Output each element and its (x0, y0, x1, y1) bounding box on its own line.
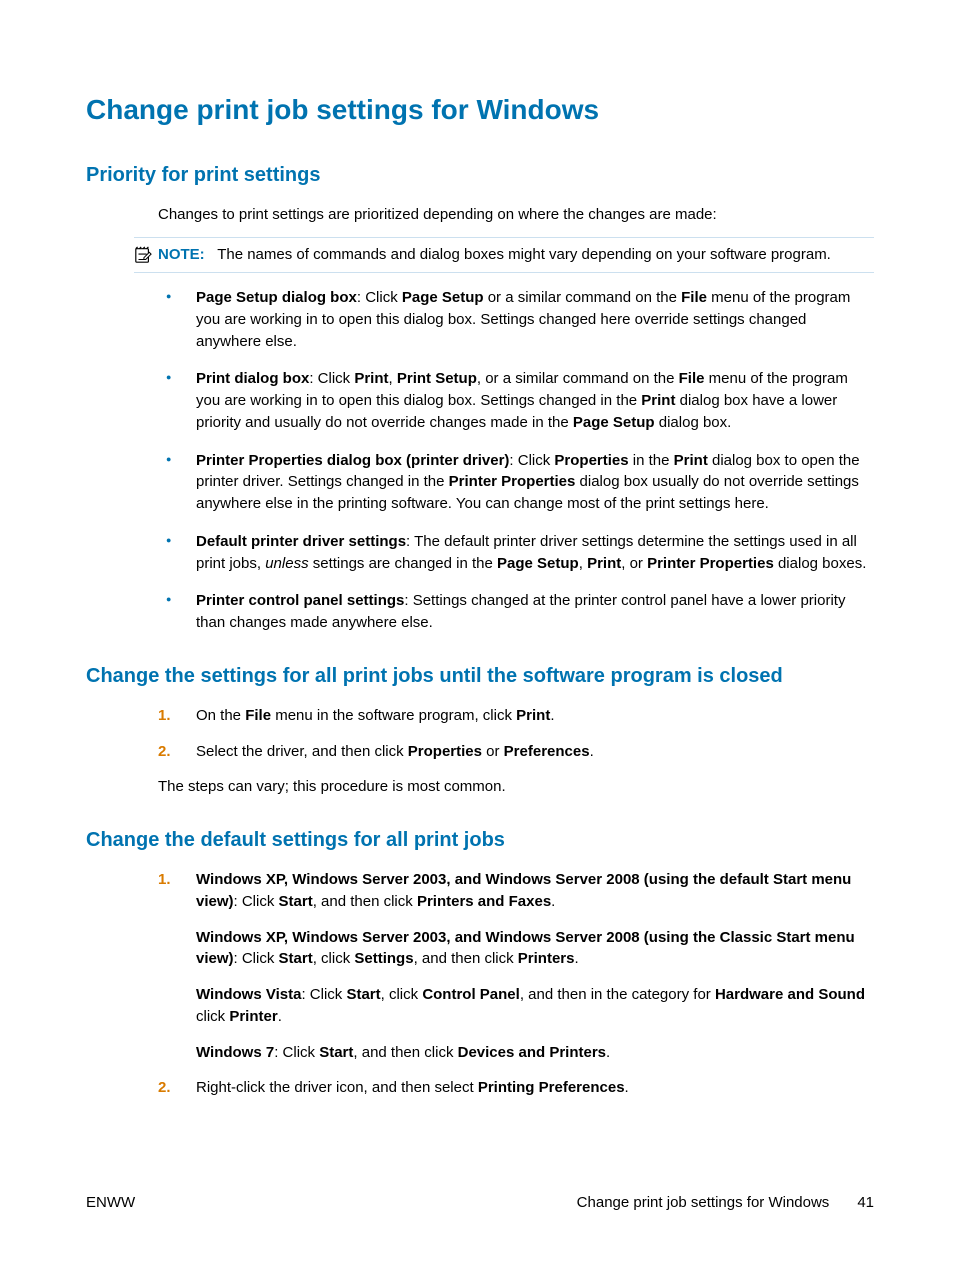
steps-default: Windows XP, Windows Server 2003, and Win… (158, 869, 874, 1099)
page-title: Change print job settings for Windows (86, 90, 874, 131)
note-text: NOTE: The names of commands and dialog b… (158, 244, 874, 266)
priority-list: Page Setup dialog box: Click Page Setup … (158, 287, 874, 634)
section-heading-default: Change the default settings for all prin… (86, 826, 874, 855)
list-item: Printer Properties dialog box (printer d… (158, 450, 874, 515)
footer: ENWW Change print job settings for Windo… (86, 1192, 874, 1214)
step-item: Right-click the driver icon, and then se… (158, 1077, 874, 1099)
note-icon (134, 246, 152, 264)
step-item: Windows XP, Windows Server 2003, and Win… (158, 869, 874, 1063)
section-heading-priority: Priority for print settings (86, 161, 874, 190)
footer-right: Change print job settings for Windows 41 (577, 1192, 874, 1214)
page-number: 41 (857, 1192, 874, 1214)
list-item: Default printer driver settings: The def… (158, 531, 874, 575)
closing-text: The steps can vary; this procedure is mo… (158, 776, 874, 798)
step-item: Select the driver, and then click Proper… (158, 741, 874, 763)
section-heading-until-closed: Change the settings for all print jobs u… (86, 662, 874, 691)
list-item: Print dialog box: Click Print, Print Set… (158, 368, 874, 433)
footer-title: Change print job settings for Windows (577, 1192, 830, 1214)
footer-left: ENWW (86, 1192, 135, 1214)
note-label: NOTE: (158, 246, 205, 263)
step-item: On the File menu in the software program… (158, 705, 874, 727)
steps-until-closed: On the File menu in the software program… (158, 705, 874, 763)
list-item: Printer control panel settings: Settings… (158, 590, 874, 634)
intro-text: Changes to print settings are prioritize… (158, 204, 874, 226)
list-item: Page Setup dialog box: Click Page Setup … (158, 287, 874, 352)
note-box: NOTE: The names of commands and dialog b… (134, 237, 874, 273)
note-body: The names of commands and dialog boxes m… (217, 246, 831, 263)
